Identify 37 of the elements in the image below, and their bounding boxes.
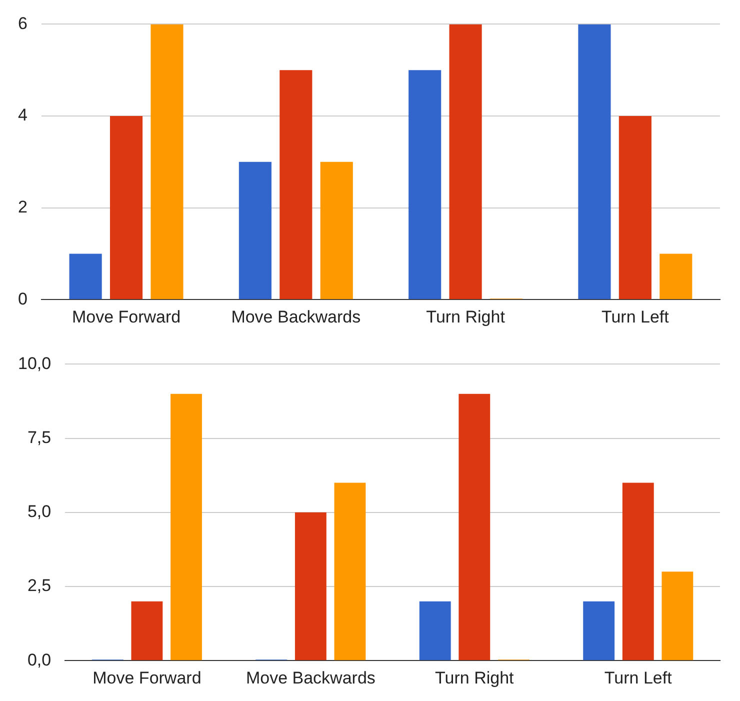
bar: [419, 601, 451, 660]
y-tick-label: 7,5: [27, 428, 52, 447]
x-tick-label: Turn Right: [435, 668, 514, 688]
bar: [578, 24, 611, 300]
y-tick-label: 2,5: [27, 576, 52, 596]
y-tick-label: 6: [18, 14, 28, 33]
bar: [238, 162, 272, 300]
x-tick-label: Move Forward: [92, 668, 202, 688]
bar: [280, 70, 312, 300]
x-tick-label: Turn Right: [426, 307, 506, 326]
bar: [334, 482, 366, 660]
bar: [618, 116, 652, 300]
x-tick-label: Move Backwards: [246, 668, 376, 688]
y-tick-label: 2: [18, 197, 28, 216]
y-tick-label: 0,0: [27, 650, 52, 670]
bar: [458, 394, 490, 660]
bar: [170, 394, 202, 660]
bar: [320, 162, 353, 300]
y-tick-label: 5,0: [27, 502, 52, 522]
bar: [110, 116, 143, 300]
x-tick-label: Turn Left: [604, 668, 672, 688]
bar: [69, 254, 102, 300]
x-tick-label: Move Backwards: [231, 307, 361, 326]
y-tick-label: 4: [18, 106, 28, 125]
y-tick-label: 0: [18, 289, 28, 308]
x-tick-label: Turn Left: [601, 307, 670, 326]
x-tick-label: Move Forward: [72, 307, 181, 326]
bar: [662, 572, 694, 660]
bar: [660, 254, 692, 300]
bar: [583, 601, 615, 660]
bar: [150, 24, 184, 300]
y-tick-label: 10,0: [18, 354, 52, 373]
bar: [294, 512, 326, 660]
bar: [408, 70, 442, 300]
bar: [449, 24, 482, 300]
bar: [622, 482, 654, 660]
bar: [131, 601, 163, 660]
